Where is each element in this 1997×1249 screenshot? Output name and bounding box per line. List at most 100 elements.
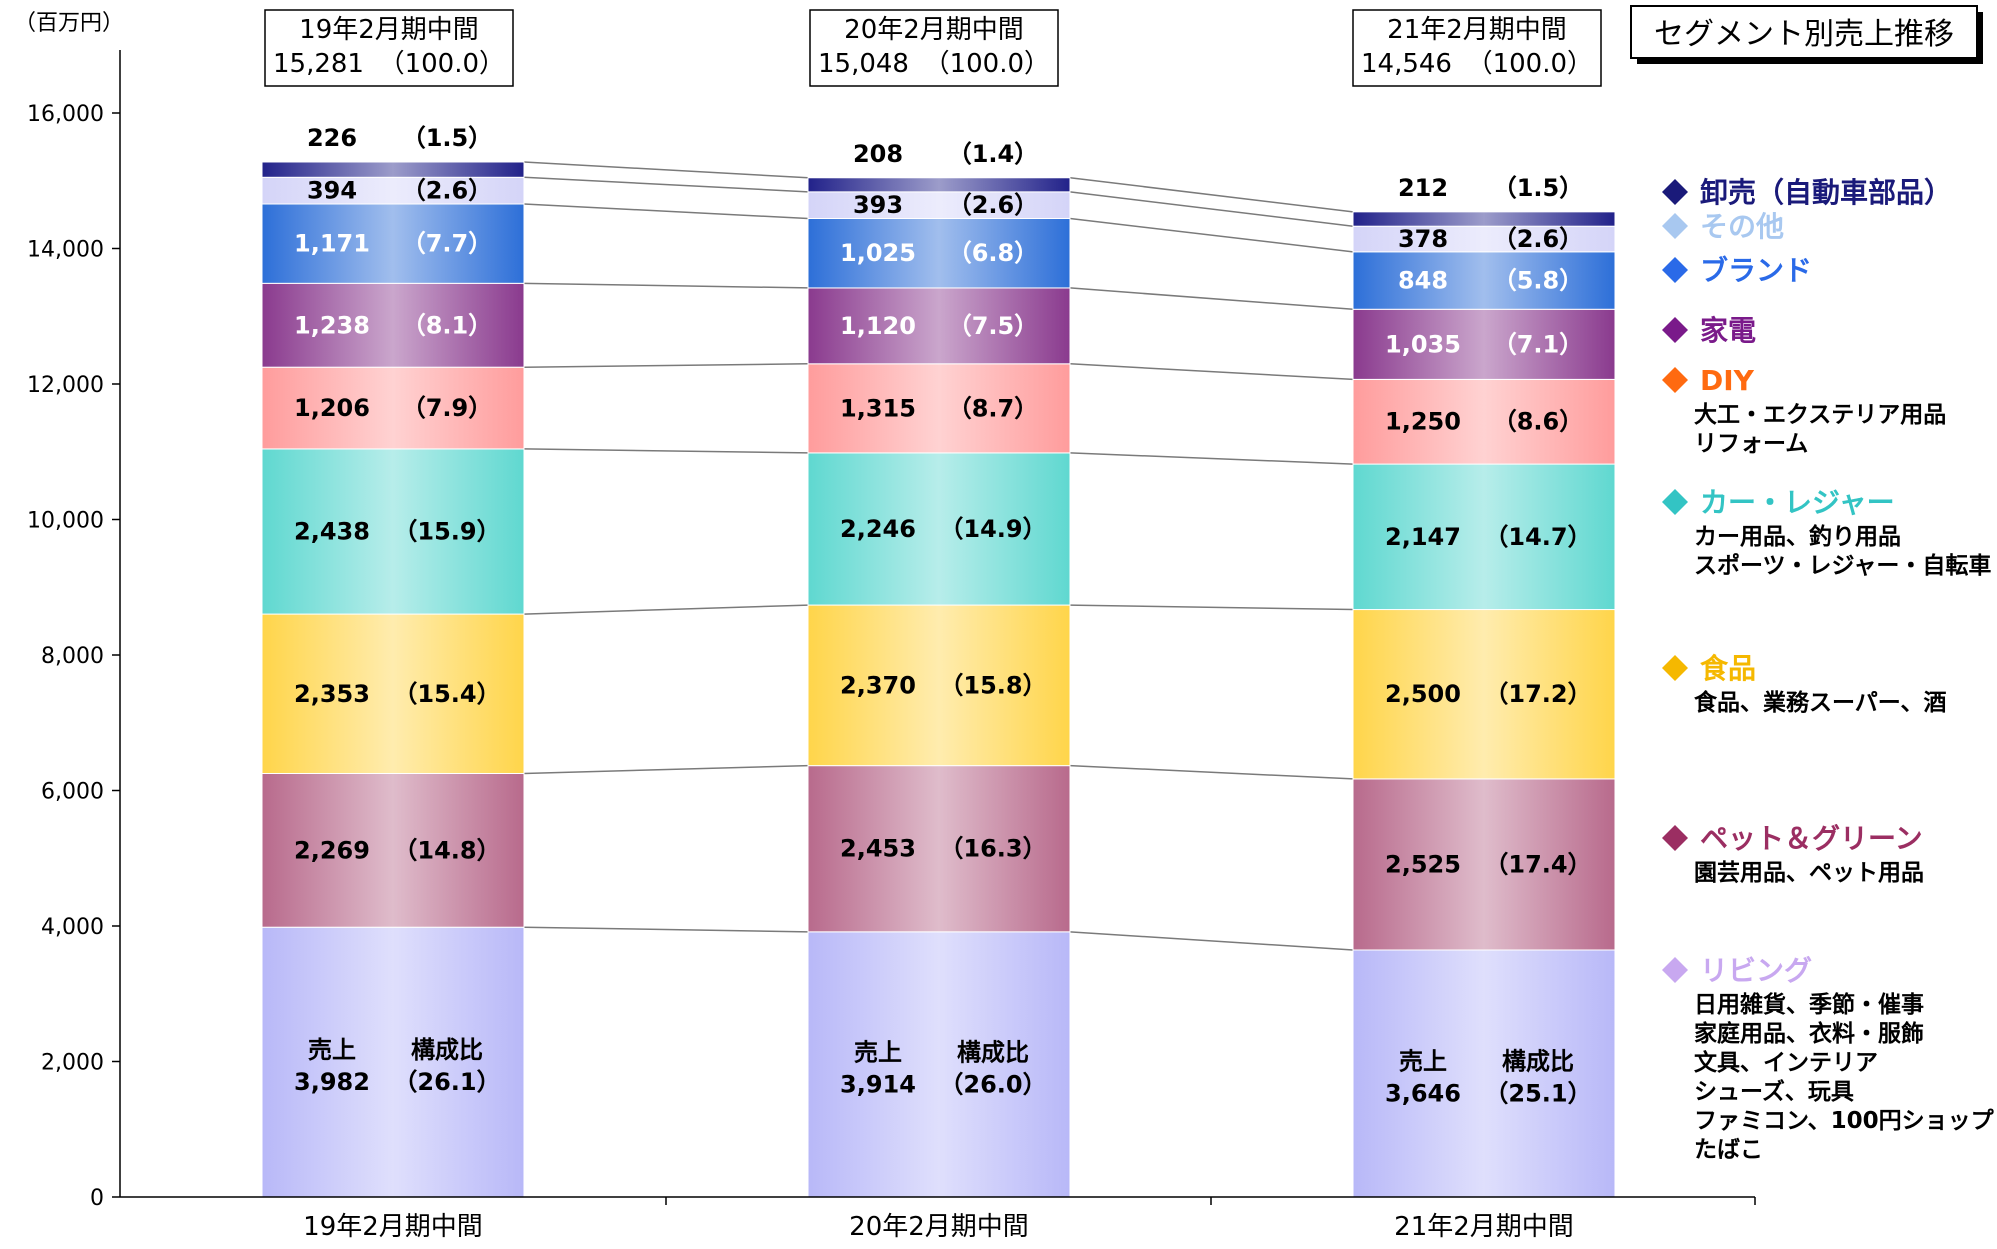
data-ratio-label: （25.1）	[1484, 1079, 1591, 1107]
header-sales-label: 売上	[308, 1036, 356, 1064]
data-value-label: 1,206	[294, 394, 370, 422]
y-tick-label: 14,000	[27, 238, 104, 263]
connector-line	[523, 363, 809, 368]
total-header-title: 21年2月期中間	[1387, 15, 1567, 45]
data-value-label: 2,246	[840, 515, 916, 543]
bar-segment	[807, 191, 1071, 219]
header-ratio-label: 構成比	[957, 1038, 1029, 1066]
legend-sub-label: ファミコン、100円ショップ	[1694, 1108, 1995, 1134]
total-header-ratio: （100.0）	[924, 49, 1050, 79]
data-value-label: 2,269	[294, 836, 370, 864]
data-ratio-label: （8.6）	[1493, 408, 1584, 436]
total-header-title: 19年2月期中間	[299, 15, 479, 45]
bar-segment	[1352, 463, 1616, 611]
bar-segment	[1352, 211, 1616, 227]
x-category-label: 21年2月期中間	[1394, 1212, 1574, 1242]
title-text: セグメント別売上推移	[1654, 17, 1954, 52]
legend-diamond-icon	[1662, 213, 1688, 239]
legend-diamond-icon	[1662, 367, 1688, 393]
data-ratio-label: （26.1）	[393, 1068, 500, 1096]
connector-line	[1069, 604, 1354, 611]
data-value-label: 848	[1398, 267, 1448, 295]
connector-line	[1069, 452, 1354, 465]
legend-series-name: DIY	[1700, 364, 1755, 397]
data-value-label: 3,982	[294, 1068, 370, 1096]
total-header-ratio: （100.0）	[379, 49, 505, 79]
data-value-label: 2,370	[840, 671, 916, 699]
unit-label: （百万円）	[14, 11, 124, 36]
header-ratio-label: 構成比	[1502, 1047, 1574, 1075]
legend-sub-label: 日用雑貨、季節・催事	[1694, 991, 1924, 1018]
connector-line	[523, 764, 809, 775]
y-tick-label: 8,000	[41, 644, 104, 669]
total-header-value: 14,546	[1361, 49, 1452, 79]
data-ratio-label: （7.5）	[948, 312, 1039, 340]
data-ratio-label: （17.2）	[1484, 680, 1591, 708]
connector-lines	[523, 161, 1354, 951]
bars	[261, 161, 1616, 1198]
data-ratio-label: （2.6）	[402, 177, 493, 205]
data-ratio-label: （17.4）	[1484, 850, 1591, 878]
data-value-label: 2,500	[1385, 680, 1461, 708]
bar-segment	[1352, 949, 1616, 1198]
legend-sub-label: シューズ、玩具	[1694, 1078, 1854, 1105]
bar-segment	[807, 287, 1071, 365]
data-ratio-label: （8.7）	[948, 394, 1039, 422]
bar-segment	[807, 452, 1071, 606]
data-value-label: 1,120	[840, 312, 916, 340]
bar-segment	[807, 931, 1071, 1198]
bar-segment	[1352, 378, 1616, 465]
connector-line	[1069, 363, 1354, 381]
legend-sub-label: 文具、インテリア	[1694, 1049, 1878, 1076]
legend-sub-label: リフォーム	[1694, 431, 1808, 457]
legend-sub-label: たばこ	[1694, 1137, 1763, 1163]
data-value-label: 226	[307, 124, 357, 152]
data-ratio-label: （14.7）	[1484, 523, 1591, 551]
data-ratio-label: （7.7）	[402, 230, 493, 258]
bar-segment	[807, 765, 1071, 933]
data-value-label: 3,914	[840, 1070, 916, 1098]
data-labels: 売上 構成比 3,982 （26.1） 2,269 （14.8） 2,353 （15.4） 2,…	[294, 124, 1592, 1108]
connector-line	[523, 926, 809, 933]
bar-segment	[807, 604, 1071, 767]
data-ratio-label: （15.4）	[393, 680, 500, 708]
connector-line	[523, 604, 809, 615]
data-value-label: 2,453	[840, 835, 916, 863]
data-value-label: 2,525	[1385, 850, 1461, 878]
data-ratio-label: （14.9）	[939, 515, 1046, 543]
x-category-label: 19年2月期中間	[303, 1212, 483, 1242]
connector-line	[1069, 217, 1354, 253]
data-ratio-label: （26.0）	[939, 1070, 1046, 1098]
data-ratio-label: （7.9）	[402, 394, 493, 422]
data-value-label: 1,025	[840, 239, 916, 267]
legend-series-name: 卸売（自動車部品）	[1700, 176, 1952, 209]
data-value-label: 208	[853, 140, 903, 168]
data-value-label: 2,438	[294, 517, 370, 545]
title-box	[1630, 5, 1978, 59]
bar-segment	[261, 282, 525, 368]
bar-segment	[261, 161, 525, 178]
chart-title: セグメント別売上推移	[1630, 5, 1983, 64]
y-tick-label: 4,000	[41, 915, 104, 940]
header-sales-label: 売上	[854, 1038, 902, 1066]
data-value-label: 394	[307, 177, 357, 205]
data-ratio-label: （2.6）	[1493, 225, 1584, 253]
data-value-label: 1,035	[1385, 330, 1461, 358]
bar-segment	[1352, 778, 1616, 951]
legend-sub-label: スポーツ・レジャー・自転車	[1694, 552, 1991, 579]
total-header-box	[1352, 9, 1602, 87]
y-tick-label: 6,000	[41, 780, 104, 805]
data-value-label: 212	[1398, 174, 1448, 202]
legend-series-name: ブランド	[1700, 254, 1812, 287]
legend-sub-label: 大工・エクステリア用品	[1694, 402, 1946, 428]
data-ratio-label: （7.1）	[1493, 330, 1584, 358]
connector-line	[523, 448, 809, 454]
data-value-label: 2,147	[1385, 523, 1461, 551]
legend-series-name: 家電	[1700, 314, 1756, 347]
data-ratio-label: （14.8）	[393, 836, 500, 864]
connector-line	[1069, 931, 1354, 951]
header-sales-label: 売上	[1399, 1047, 1447, 1075]
legend-series-name: カー・レジャー	[1700, 486, 1895, 519]
data-ratio-label: （16.3）	[939, 835, 1046, 863]
